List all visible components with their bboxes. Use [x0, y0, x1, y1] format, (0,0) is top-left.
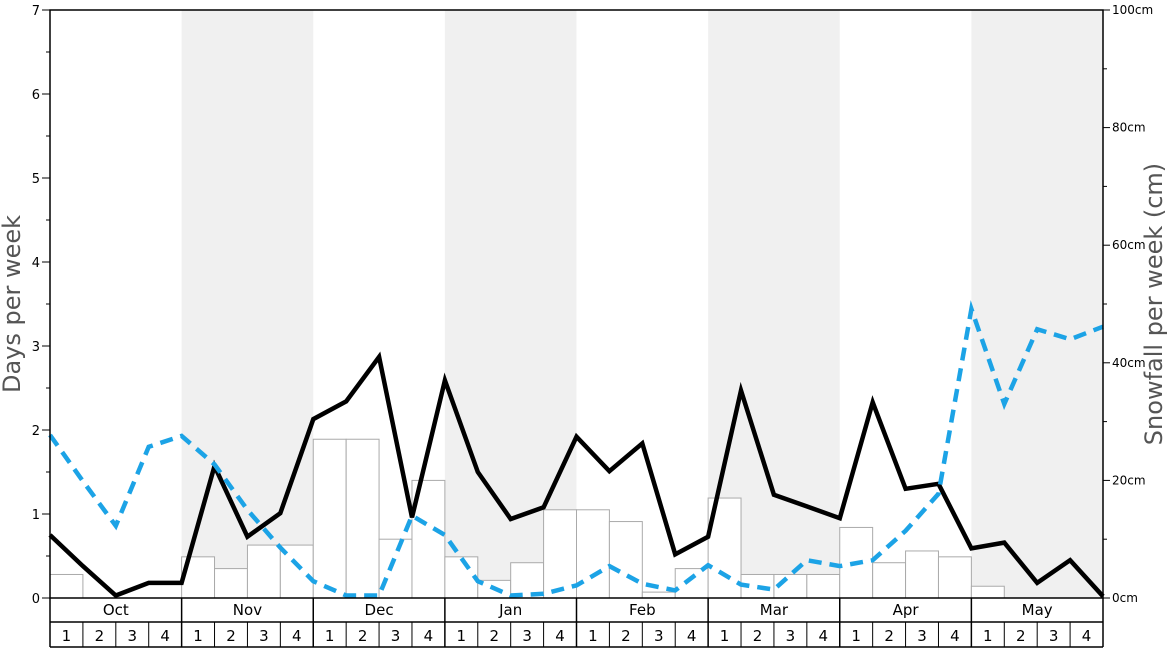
snowfall-bar	[312, 438, 347, 599]
month-label: Oct	[103, 601, 129, 619]
snowfall-bar	[608, 521, 643, 599]
snowfall-bar	[905, 550, 939, 599]
week-label: 4	[1082, 627, 1092, 645]
month-label: Dec	[365, 601, 394, 619]
week-label: 4	[687, 627, 697, 645]
y-axis-label-right: Snowfall per week (cm)	[1140, 163, 1168, 445]
data-lines	[48, 300, 1105, 599]
week-label: 1	[851, 627, 861, 645]
snowfall-bar	[214, 568, 248, 599]
month-axis: Oct 1 2 3 4 Nov 1 2 3 4 Dec 1 2 3 4 Jan 1 2 3 4 Feb 1 2 3 4 Mar 1 2…	[49, 598, 1104, 648]
week-label: 1	[457, 627, 467, 645]
week-label: 2	[1016, 627, 1026, 645]
snowfall-bar	[707, 497, 742, 599]
right-tick-label: 0cm	[1112, 591, 1138, 605]
month-label: Mar	[760, 601, 789, 619]
week-label: 2	[95, 627, 105, 645]
week-label: 3	[786, 627, 796, 645]
right-tick-label: 60cm	[1112, 238, 1146, 252]
week-label: 4	[950, 627, 960, 645]
week-label: 3	[391, 627, 401, 645]
month-shade-may	[971, 10, 1103, 598]
left-tick-label: 1	[32, 508, 40, 523]
week-label: 3	[917, 627, 927, 645]
left-tick-label: 3	[32, 340, 40, 355]
week-label: 3	[522, 627, 532, 645]
right-tick-label: 40cm	[1112, 356, 1146, 370]
y-axis-label-left: Days per week	[0, 215, 26, 393]
month-label: Feb	[629, 601, 656, 619]
week-label: 3	[654, 627, 664, 645]
week-label: 2	[753, 627, 763, 645]
left-tick-label: 4	[32, 256, 40, 271]
left-tick-label: 6	[32, 88, 40, 103]
shaded-months	[181, 10, 1103, 598]
snowfall-bar	[345, 438, 380, 599]
right-tick-label: 20cm	[1112, 473, 1146, 487]
dashed-series-line	[48, 300, 1104, 598]
left-axis: 0 1 2 3 4 5 6 7	[32, 4, 50, 607]
week-label: 1	[983, 627, 993, 645]
week-label: 2	[884, 627, 894, 645]
left-tick-label: 7	[32, 4, 40, 19]
left-tick-label: 0	[32, 592, 40, 607]
month-label: Nov	[233, 601, 262, 619]
week-label: 3	[259, 627, 269, 645]
week-label: 1	[193, 627, 203, 645]
right-axis: 0cm 20cm 40cm 60cm 80cm 100cm	[1103, 3, 1153, 605]
month-label: May	[1022, 601, 1053, 619]
solid-series-line	[48, 351, 1105, 599]
week-label: 2	[489, 627, 499, 645]
week-label: 1	[720, 627, 730, 645]
week-label: 1	[325, 627, 335, 645]
snowfall-bar	[806, 573, 841, 599]
right-tick-label: 100cm	[1112, 3, 1153, 17]
week-label: 4	[292, 627, 302, 645]
snowfall-bars	[49, 438, 1005, 599]
month-label: Apr	[893, 601, 920, 619]
week-label: 3	[127, 627, 137, 645]
snowfall-bar	[970, 585, 1005, 599]
snowfall-bar	[246, 544, 281, 599]
snowfall-bar	[937, 556, 972, 599]
snowfall-bar	[49, 573, 84, 599]
snowfall-bar	[674, 568, 709, 599]
snowfall-bar	[444, 556, 479, 599]
left-tick-label: 5	[32, 172, 40, 187]
snowfall-bar	[641, 591, 676, 599]
week-label: 4	[819, 627, 829, 645]
month-shade-jan	[444, 10, 577, 598]
week-label: 4	[555, 627, 565, 645]
week-label: 4	[160, 627, 170, 645]
week-label: 2	[358, 627, 368, 645]
week-label: 4	[424, 627, 434, 645]
snowfall-bar	[872, 562, 907, 599]
week-label: 2	[226, 627, 236, 645]
right-tick-label: 80cm	[1112, 121, 1146, 135]
week-label: 1	[62, 627, 72, 645]
left-tick-label: 2	[32, 424, 40, 439]
week-label: 2	[621, 627, 631, 645]
week-label: 3	[1049, 627, 1059, 645]
month-label: Jan	[498, 601, 522, 619]
week-label: 1	[588, 627, 598, 645]
